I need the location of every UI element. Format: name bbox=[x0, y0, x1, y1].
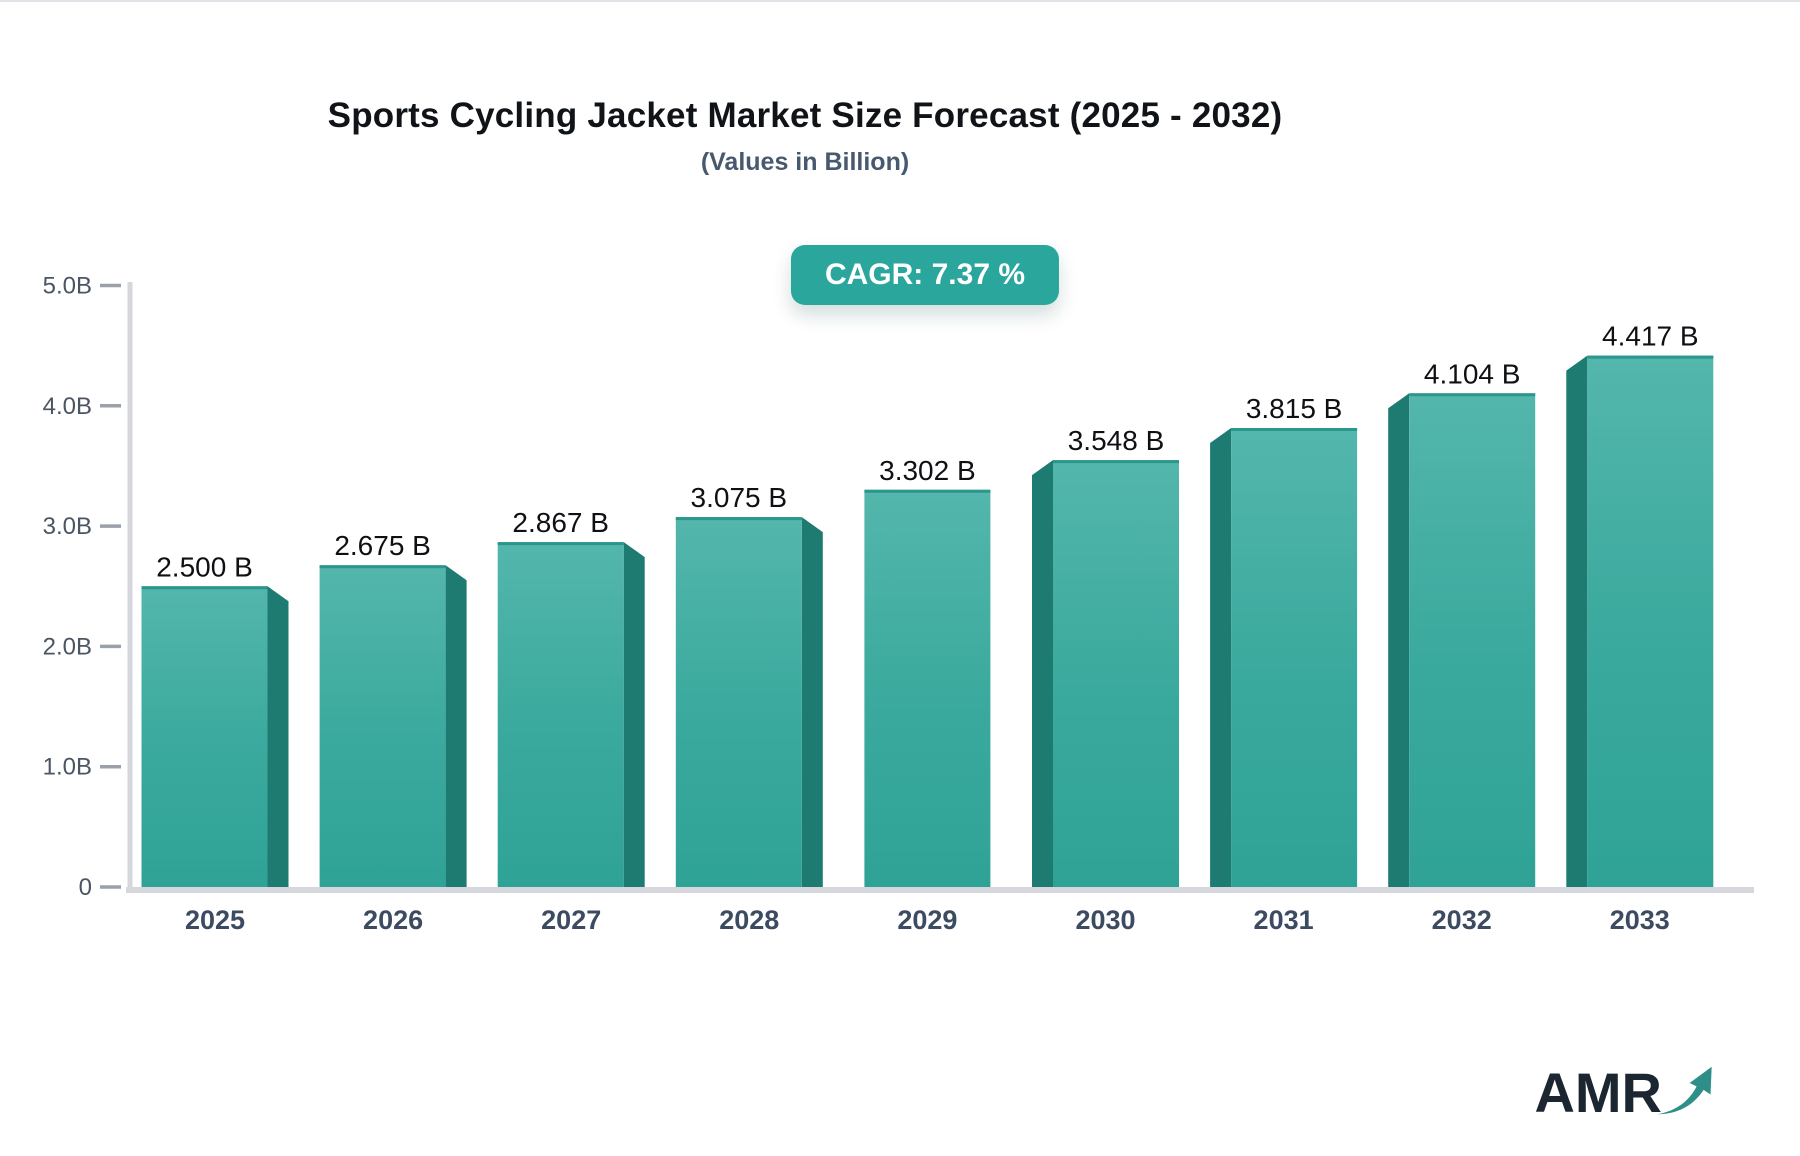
y-tick-label: 2.0B bbox=[43, 633, 92, 660]
window-top-edge bbox=[0, 0, 1800, 2]
amr-logo-text: AMR bbox=[1534, 1060, 1662, 1124]
y-tick-label: 0 bbox=[79, 874, 92, 901]
bar-value-label: 2.675 B bbox=[334, 530, 431, 561]
x-category-label: 2032 bbox=[1432, 905, 1492, 935]
y-tick-label: 1.0B bbox=[43, 754, 92, 781]
bar-value-label: 3.548 B bbox=[1068, 425, 1165, 456]
bar-side bbox=[267, 586, 289, 887]
bar-face bbox=[1587, 355, 1714, 887]
x-category-label: 2033 bbox=[1610, 905, 1670, 935]
bar-face bbox=[675, 517, 802, 887]
bar-side bbox=[1566, 355, 1588, 887]
x-category-label: 2031 bbox=[1254, 905, 1314, 935]
bar-face bbox=[1231, 428, 1358, 887]
bar-value-label: 3.815 B bbox=[1246, 393, 1343, 424]
bar-value-label: 2.500 B bbox=[156, 551, 253, 582]
cagr-badge: CAGR: 7.37 % bbox=[790, 245, 1060, 305]
bar-face bbox=[497, 542, 624, 887]
x-category-label: 2026 bbox=[363, 905, 423, 935]
x-category-label: 2028 bbox=[719, 905, 779, 935]
bar-side bbox=[1388, 393, 1410, 887]
growth-arrow-icon bbox=[1657, 1066, 1712, 1115]
bar-value-label: 4.104 B bbox=[1424, 358, 1521, 389]
x-category-label: 2030 bbox=[1075, 905, 1135, 935]
bar-face bbox=[1409, 393, 1536, 887]
bar-chart: 5.0B 4.0B 3.0B 2.0B 1.0B 0 2.500 B 2025 2.675 B 2… bbox=[43, 273, 1754, 935]
bar-side bbox=[801, 517, 823, 887]
bar-side bbox=[623, 542, 645, 887]
bar-value-label: 3.302 B bbox=[879, 455, 976, 486]
y-tick-label: 4.0B bbox=[43, 393, 92, 420]
bar-face bbox=[1053, 460, 1179, 887]
bar-side bbox=[445, 565, 467, 887]
x-category-label: 2027 bbox=[541, 905, 601, 935]
amr-logo: AMR bbox=[1534, 1056, 1714, 1124]
x-category-label: 2029 bbox=[897, 905, 957, 935]
bar-side bbox=[1210, 428, 1232, 887]
chart-subtitle: (Values in Billion) bbox=[700, 148, 910, 176]
bar-value-label: 2.867 B bbox=[512, 507, 609, 538]
bar-face bbox=[319, 565, 446, 887]
x-category-label: 2025 bbox=[185, 905, 245, 935]
bar-face bbox=[864, 489, 991, 887]
chart-title: Sports Cycling Jacket Market Size Foreca… bbox=[327, 96, 1283, 135]
bar-value-label: 4.417 B bbox=[1602, 321, 1699, 352]
y-tick-label: 5.0B bbox=[43, 273, 92, 300]
y-tick-label: 3.0B bbox=[43, 513, 92, 540]
bar-side bbox=[1032, 460, 1053, 887]
bar-value-label: 3.075 B bbox=[691, 482, 788, 513]
bar-face bbox=[141, 586, 268, 887]
